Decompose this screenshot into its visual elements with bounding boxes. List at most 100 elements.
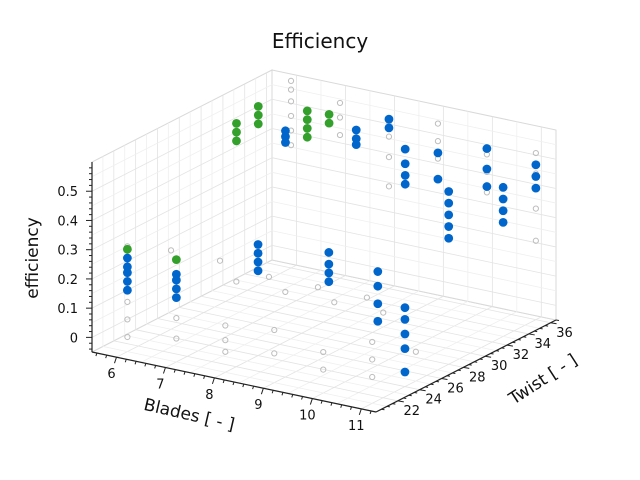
tick-mark	[369, 410, 372, 415]
data-point-blue	[324, 259, 334, 269]
grid-line	[271, 244, 557, 306]
z-tick-label: 0	[70, 331, 78, 346]
tick-mark	[252, 385, 255, 390]
y-tick-label: 22	[404, 404, 421, 419]
data-point-blue	[433, 174, 443, 184]
tick-mark	[485, 355, 492, 358]
data-point-gray	[124, 298, 131, 306]
grid-line	[91, 215, 273, 309]
data-point-blue	[400, 367, 410, 377]
data-point-blue	[482, 164, 492, 174]
tick-mark	[358, 408, 362, 416]
data-point-blue	[498, 206, 508, 216]
data-point-gray	[336, 99, 344, 107]
data-point-blue	[171, 269, 181, 279]
tick-mark	[340, 404, 343, 408]
grid-line	[140, 269, 322, 363]
data-point-gray	[216, 257, 224, 264]
tick-mark	[403, 397, 407, 400]
grid-line	[190, 301, 475, 363]
tick-mark	[534, 330, 538, 333]
grid-line	[168, 312, 453, 374]
data-point-blue	[384, 114, 394, 124]
data-point-blue	[253, 248, 263, 258]
grid-line	[91, 84, 273, 177]
data-point-blue	[400, 159, 410, 169]
grid-line	[271, 201, 557, 262]
grid-line	[91, 128, 273, 221]
z-axis-label: efficiency	[23, 217, 43, 299]
data-point-gray	[124, 333, 131, 341]
tick-mark	[105, 354, 108, 359]
tick-mark	[291, 394, 294, 398]
data-point-gray	[233, 278, 240, 285]
grid-line	[287, 301, 469, 394]
tick-mark	[414, 391, 418, 394]
data-point-blue	[400, 314, 410, 324]
grid-line	[312, 306, 493, 399]
data-point-gray	[222, 348, 229, 355]
grid-line	[271, 113, 557, 175]
grid-line	[179, 307, 464, 368]
data-points	[122, 77, 541, 381]
data-point-gray	[369, 356, 376, 363]
data-point-blue	[281, 126, 290, 136]
data-point-blue	[498, 218, 508, 227]
tick-mark	[301, 396, 304, 400]
grid-line	[271, 84, 557, 146]
data-point-green	[253, 119, 263, 129]
tick-mark	[474, 361, 478, 363]
tick-mark	[134, 361, 137, 365]
data-point-green	[302, 132, 312, 142]
tick-mark	[490, 352, 494, 355]
data-point-gray	[124, 316, 131, 323]
grid-line	[336, 311, 518, 405]
tick-labels: 6 7 8 9 10 11 22 24 26 28 30 32 34 36 0 0.1 0.2 0.3 0.4 0.5	[57, 185, 573, 434]
data-point-gray	[287, 77, 295, 84]
data-point-blue	[400, 344, 410, 353]
grid-line	[271, 230, 557, 292]
data-point-green	[302, 106, 312, 116]
chart-title: Efficiency	[272, 29, 369, 53]
data-point-green	[302, 115, 312, 125]
y-tick-label: 30	[491, 359, 508, 374]
data-point-blue	[482, 182, 492, 191]
data-point-green	[324, 118, 334, 128]
tick-mark	[435, 380, 440, 383]
x-tick-label: 9	[254, 398, 262, 413]
tick-mark	[528, 333, 535, 336]
data-point-green	[302, 124, 312, 133]
data-point-blue	[531, 183, 541, 193]
x-axis-label: Blades [ - ]	[142, 395, 237, 435]
data-point-blue	[444, 222, 454, 231]
tick-mark	[430, 383, 434, 386]
data-point-gray	[282, 288, 289, 296]
grid-line	[233, 279, 518, 340]
data-point-green	[253, 110, 263, 120]
grid-line	[271, 215, 557, 277]
data-point-green	[232, 118, 241, 128]
data-point-gray	[271, 350, 278, 357]
y-tick-label: 26	[447, 382, 464, 397]
grid-line	[91, 98, 273, 192]
tick-mark	[242, 383, 245, 388]
x-tick-label: 7	[156, 378, 164, 393]
tick-mark	[463, 366, 470, 369]
tick-mark	[517, 339, 521, 341]
data-point-gray	[532, 205, 539, 212]
data-point-blue	[351, 125, 361, 135]
data-point-blue	[400, 303, 410, 313]
grid-line	[271, 157, 557, 219]
data-point-blue	[498, 182, 508, 192]
grid-line	[263, 295, 444, 389]
grid-line	[271, 98, 557, 160]
data-point-gray	[385, 183, 393, 190]
data-point-green	[122, 244, 132, 254]
data-point-gray	[287, 86, 295, 93]
data-point-blue	[253, 266, 263, 276]
tick-mark	[501, 347, 505, 349]
data-point-blue	[373, 316, 383, 326]
y-tick-label: 36	[556, 326, 573, 341]
y-tick-label: 28	[469, 370, 486, 385]
data-point-green	[324, 109, 334, 119]
